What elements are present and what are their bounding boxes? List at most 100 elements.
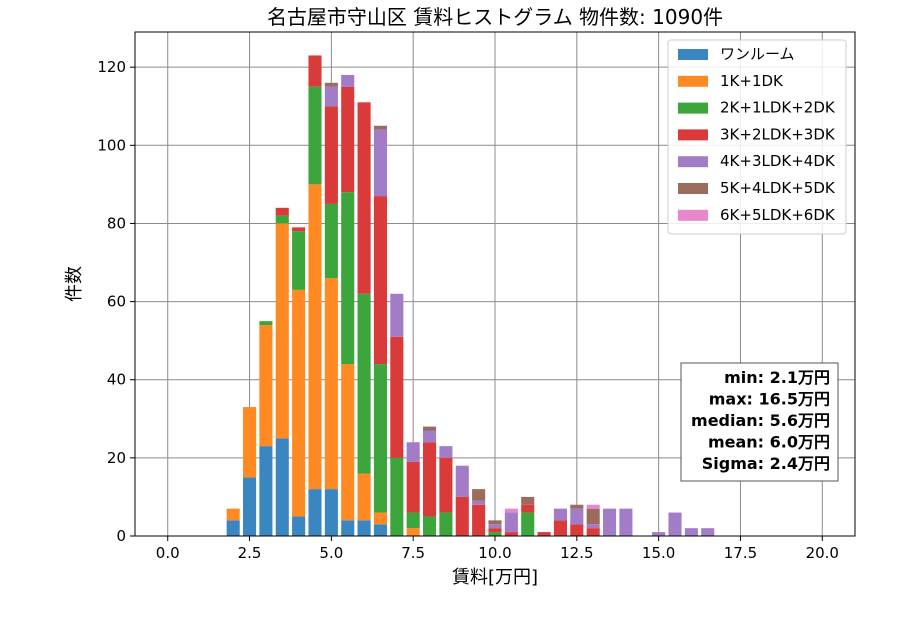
histogram-bar — [324, 106, 338, 204]
histogram-bar — [275, 215, 289, 224]
histogram-bar — [472, 489, 486, 501]
histogram-bar — [373, 125, 387, 130]
histogram-bar — [390, 457, 404, 536]
histogram-bar — [521, 504, 535, 513]
histogram-bar — [553, 520, 567, 536]
histogram-bar — [586, 504, 600, 509]
histogram-bar — [488, 528, 502, 533]
legend-swatch — [678, 49, 708, 60]
y-tick-label: 60 — [107, 293, 126, 311]
histogram-bar — [341, 74, 355, 87]
histogram-bar — [488, 524, 502, 529]
histogram-bar — [570, 508, 584, 525]
legend: ワンルーム 1K+1DK 2K+1LDK+2DK 3K+2LDK+3DK 4K+3LDK… — [667, 39, 847, 235]
stats-line: min: 2.1万円 — [724, 368, 830, 387]
legend-label: 4K+3LDK+4DK — [720, 152, 836, 170]
stats-line: Sigma: 2.4万円 — [702, 454, 830, 473]
legend-swatch — [678, 209, 708, 221]
histogram-bar — [586, 524, 600, 529]
histogram-bar — [373, 196, 387, 365]
histogram-bar — [472, 504, 486, 536]
histogram-bar — [308, 184, 322, 490]
histogram-bar — [439, 446, 453, 458]
histogram-bar — [226, 520, 240, 536]
histogram-bar — [553, 508, 567, 521]
histogram-bar — [684, 528, 698, 536]
x-tick-label: 5.0 — [319, 544, 343, 562]
y-axis-label: 件数 — [64, 266, 85, 302]
histogram-bar — [423, 430, 437, 443]
legend-swatch — [678, 75, 708, 87]
histogram-bar — [259, 321, 273, 326]
histogram-bar — [292, 231, 306, 290]
histogram-bar — [308, 86, 322, 185]
legend-label: 6K+5LDK+6DK — [720, 206, 836, 224]
histogram-bar — [472, 500, 486, 505]
histogram-bar — [406, 512, 420, 529]
histogram-bar — [357, 102, 371, 294]
histogram-bar — [341, 520, 355, 536]
histogram-bar — [373, 364, 387, 513]
histogram-bar — [504, 508, 518, 513]
histogram-bar — [308, 489, 322, 536]
x-axis-ticks: 0.0 2.5 5.0 7.5 10.0 12.5 15.0 17.5 20.0 — [156, 536, 839, 562]
histogram-bar — [324, 82, 338, 87]
y-axis-ticks: 0 20 40 60 80 100 120 — [97, 58, 135, 545]
histogram-bar — [488, 532, 502, 536]
histogram-bar — [373, 512, 387, 525]
y-tick-label: 40 — [107, 371, 126, 389]
histogram-bar — [390, 336, 404, 458]
histogram-bar — [423, 426, 437, 431]
histogram-bar — [586, 528, 600, 536]
histogram-bar — [324, 203, 338, 279]
histogram-bar — [423, 442, 437, 517]
histogram-bar — [619, 508, 633, 536]
histogram-bar — [504, 512, 518, 533]
histogram-bar — [341, 192, 355, 365]
legend-swatch — [678, 183, 708, 194]
stats-line: mean: 6.0万円 — [708, 433, 830, 452]
y-tick-label: 120 — [97, 58, 126, 76]
histogram-bar — [243, 477, 257, 536]
x-tick-label: 20.0 — [806, 544, 839, 562]
x-tick-label: 10.0 — [478, 544, 511, 562]
stats-line: median: 5.6万円 — [691, 411, 830, 430]
x-tick-label: 17.5 — [724, 544, 757, 562]
histogram-bar — [292, 289, 306, 517]
histogram-bar — [390, 293, 404, 337]
histogram-bar — [439, 457, 453, 513]
histogram-bar — [275, 438, 289, 536]
histogram-bar — [324, 86, 338, 107]
histogram-bar — [324, 278, 338, 490]
histogram-bar — [406, 442, 420, 462]
x-axis-label: 賃料[万円] — [452, 567, 538, 588]
histogram-bar — [668, 512, 682, 536]
histogram-bar — [537, 532, 551, 536]
histogram-bar — [603, 508, 617, 536]
histogram-bar — [455, 496, 469, 536]
histogram-bar — [455, 465, 469, 497]
y-tick-label: 80 — [107, 214, 126, 232]
statistics-box: min: 2.1万円 max: 16.5万円 median: 5.6万円 mean: … — [680, 362, 839, 482]
histogram-bar — [357, 293, 371, 474]
legend-label: 3K+2LDK+3DK — [720, 125, 836, 143]
histogram-bars — [226, 55, 715, 536]
stats-line: max: 16.5万円 — [709, 390, 830, 409]
histogram-bar — [275, 207, 289, 216]
histogram-bar — [243, 407, 257, 478]
histogram-bar — [521, 496, 535, 505]
histogram-bar — [341, 364, 355, 521]
histogram-bar — [652, 532, 666, 536]
histogram-bar — [406, 528, 420, 536]
histogram-bar — [439, 512, 453, 536]
stats-box-frame — [680, 362, 839, 482]
x-tick-label: 2.5 — [238, 544, 262, 562]
histogram-bar — [341, 86, 355, 193]
chart-title: 名古屋市守山区 賃料ヒストグラム 物件数: 1090件 — [267, 5, 723, 29]
histogram-bar — [406, 461, 420, 513]
histogram-bar — [292, 227, 306, 232]
histogram-bar — [701, 528, 715, 536]
histogram-bar — [570, 504, 584, 509]
histogram-bar — [423, 516, 437, 536]
